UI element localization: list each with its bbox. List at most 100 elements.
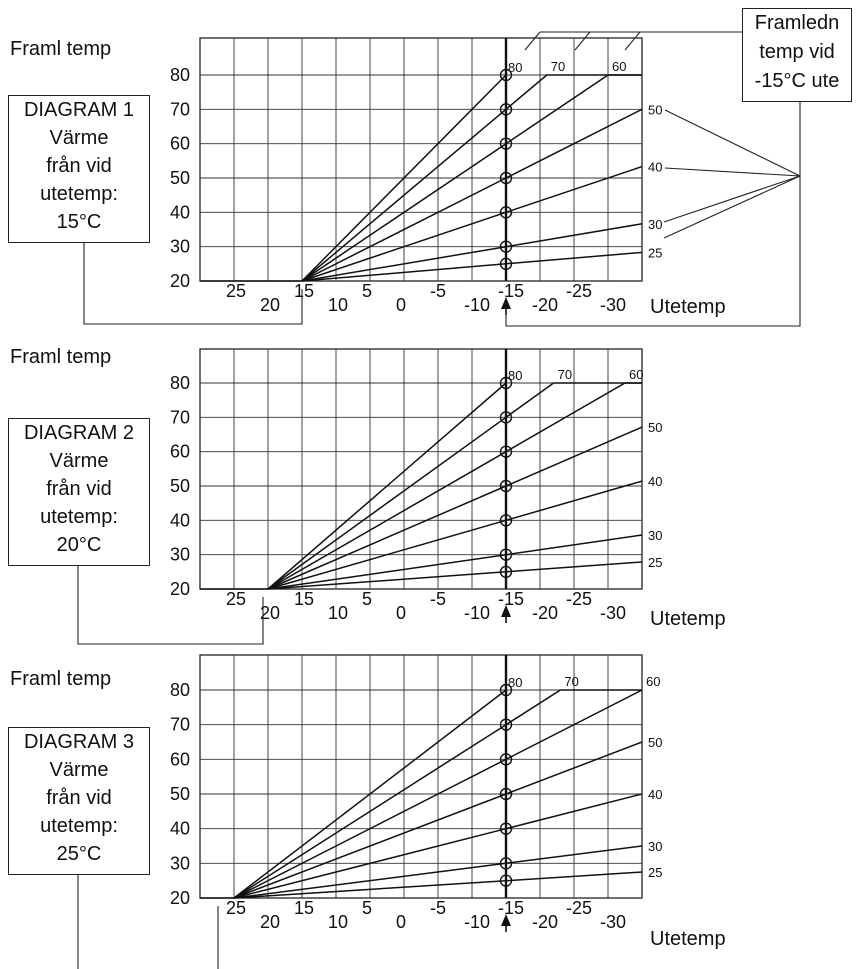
diagram1-curve-label: 70 [551,59,565,74]
diagram3-ytick-label: 70 [170,715,190,735]
diagram1-xtick-label: -30 [600,295,626,315]
diagram3-point-70 [499,718,513,731]
framledn-line2: temp vid [759,41,835,63]
diagram2-ytick-label: 30 [170,545,190,565]
diagram2-curve-80 [267,382,507,590]
diagram1-xlabel: Utetemp [650,296,726,318]
diagram2-ytick-label: 40 [170,510,190,530]
diagram3-ytick-label: 20 [170,888,190,908]
diagram3-xtick-label: 20 [260,912,280,932]
diagram1-xtick-label: -15 [498,281,524,301]
diagram1-curve-30 [301,223,643,282]
diagram3-ytick-label: 60 [170,749,190,769]
diagram3-curve-label: 60 [646,674,660,689]
diagram2-box-line2: Värme [49,450,109,472]
diagram2-point-40 [499,514,513,527]
diagram3-box-line5: 25°C [56,843,102,865]
framledn-fan-line [664,167,801,177]
framledn-top-leader [524,31,541,51]
diagram1-box-line3: från vid [46,155,112,177]
diagram3-ytick-label: 50 [170,784,190,804]
diagram3-xtick-label: 10 [328,912,348,932]
diagram2-curve-label: 70 [558,367,572,382]
diagram1-xtick-label: 5 [362,281,372,301]
diagram1-xtick-label: 0 [396,295,406,315]
diagram2-point-80 [499,376,513,390]
diagram3-xtick-label: -10 [464,912,490,932]
diagram1-curve-60 [301,74,642,282]
diagram3-ytick-label: 40 [170,819,190,839]
diagram2-box: DIAGRAM 2 Värme från vid utetemp: 20°C [8,418,150,566]
diagram3-plot-frame [199,654,643,899]
diagram3-point-80 [499,683,513,697]
diagram1-point-70 [499,103,513,116]
diagram1-xtick-label: 20 [260,295,280,315]
diagram2-ytick-label: 50 [170,476,190,496]
framledn-fan-line [663,175,801,223]
diagram3-point-50 [499,787,513,801]
diagram1-point-30 [499,240,513,253]
diagram3-point-25 [499,874,513,887]
diagram1-ytick-label: 40 [170,202,190,222]
diagram3-xtick-label: -5 [430,898,446,918]
framledn-fan-line [663,175,801,239]
diagram1-xtick-label: -5 [430,281,446,301]
diagram1-xtick-label: 10 [328,295,348,315]
diagram1-box-line2: Värme [49,127,109,149]
diagram1-point-80 [499,68,513,82]
diagram2-curve-label: 25 [648,555,662,570]
framledn-line1: Framledn [754,12,840,34]
diagram3-box-line4: utetemp: [40,815,118,837]
diagram2-xtick-label: 0 [396,603,406,623]
diagram1-point-25 [499,257,513,271]
diagram2-xtick-label: -15 [498,589,524,609]
diagram3-box-line1: DIAGRAM 3 [23,731,135,753]
diagram2-plot-frame [199,348,643,590]
diagram2-box-line4: utetemp: [40,506,118,528]
diagram3-xtick-label: -15 [498,898,524,918]
leader-line [83,241,303,325]
diagram1-ytick-label: 30 [170,237,190,257]
diagram1-arrow-icon [501,297,511,309]
diagram3-curve-label: 70 [564,674,578,689]
diagram2-xtick-label: 10 [328,603,348,623]
diagram3-curve-label: 25 [648,865,662,880]
diagram1-curve-25 [301,251,643,282]
diagram3-curve-50 [233,741,643,899]
diagram2-xtick-label: 25 [226,589,246,609]
diagram2-xlabel: Utetemp [650,608,726,630]
diagram2-xtick-label: -5 [430,589,446,609]
diagram2-curve-label: 60 [629,367,643,382]
diagram2-curve-label: 50 [648,420,662,435]
framledn-box: Framledn temp vid -15°C ute [742,8,852,102]
diagram3-point-30 [499,857,513,870]
diagram1-curve-label: 80 [508,60,522,75]
diagram3-curve-70 [233,689,642,899]
diagram1-ytick-label: 70 [170,99,190,119]
diagram3-curve-25 [233,871,643,899]
diagram3-ytick-label: 80 [170,680,190,700]
diagram3-arrow-icon [501,914,511,926]
diagram2-point-70 [499,411,513,424]
diagram1-ylabel: Framl temp [10,38,112,60]
diagram2-point-25 [499,565,513,579]
diagram2-point-30 [499,548,513,561]
leader-line [505,100,801,327]
diagram2-box-line5: 20°C [56,534,102,556]
diagram3-curve-label: 80 [508,675,522,690]
diagram1-xtick-label: 25 [226,281,246,301]
diagram2-xtick-label: -25 [566,589,592,609]
diagram3-curve-40 [233,793,643,899]
diagram1-ytick-label: 80 [170,65,190,85]
diagram1-point-60 [499,137,513,150]
diagram3-xtick-label: -30 [600,912,626,932]
diagram2-xtick-label: 20 [260,603,280,623]
diagram1-curve-label: 60 [612,59,626,74]
diagram3-xtick-label: -25 [566,898,592,918]
diagram1-curve-label: 50 [648,102,662,117]
diagram3-point-40 [499,822,513,835]
diagram2-curve-40 [267,480,643,590]
diagram3-ylabel: Framl temp [10,668,112,690]
diagram2-curve-60 [267,382,642,590]
